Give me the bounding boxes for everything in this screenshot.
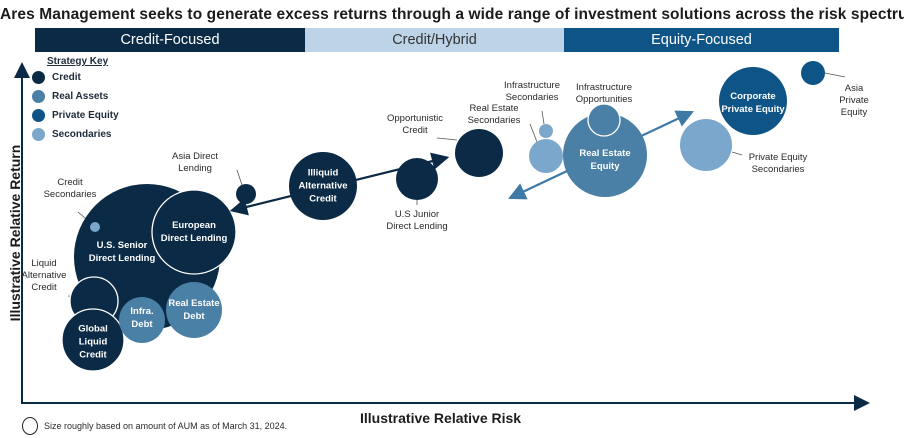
label-line: Credit xyxy=(402,125,428,136)
bubble-credit-secondaries xyxy=(90,222,100,232)
label-line: Real Estate xyxy=(579,148,631,159)
label-line: Infrastructure xyxy=(504,80,560,91)
label-line: Liquid xyxy=(78,336,108,348)
label-line: Direct Lending xyxy=(160,233,228,244)
label-line: U.S Junior xyxy=(394,209,440,220)
inlabel-us-senior-direct-lending: U.S. Senior Direct Lending xyxy=(89,239,156,265)
bubble-global-liquid-credit xyxy=(61,308,125,372)
band-credit-hybrid: Credit/Hybrid xyxy=(305,28,564,52)
credit-dot-icon xyxy=(32,71,45,84)
label-line: Secondaries xyxy=(467,115,521,126)
y-axis-label: Illustrative Relative Return xyxy=(7,144,23,322)
label-line: Secondaries xyxy=(43,189,97,200)
inlabel-real-estate-equity: Real Estate Equity xyxy=(579,147,630,173)
key-label: Secondaries xyxy=(52,129,112,140)
footnote-text: Size roughly based on amount of AUM as o… xyxy=(44,421,288,431)
label-line: U.S. Senior xyxy=(96,240,148,251)
label-line: Opportunistic xyxy=(387,113,443,124)
inlabel-european-direct-lending: European Direct Lending xyxy=(161,219,228,245)
real-assets-dot-icon xyxy=(32,90,45,103)
inlabel-illiquid-alternative-credit: Illiquid Alternative Credit xyxy=(298,167,347,206)
size-circle-icon xyxy=(22,417,38,435)
key-label: Private Equity xyxy=(52,110,119,121)
label-line: Lending xyxy=(178,163,212,174)
inlabel-corporate-private-equity: Corporate Private Equity xyxy=(721,90,784,116)
inlabel-real-estate-debt: Real Estate Debt xyxy=(168,297,219,323)
label-line: Asia xyxy=(844,83,864,94)
key-item-credit: Credit xyxy=(32,71,81,84)
bubble-infrastructure-opportunities xyxy=(587,103,621,137)
bubble-infra-debt xyxy=(119,297,165,343)
band-credit-focused: Credit-Focused xyxy=(35,28,305,52)
label-line: Liquid xyxy=(31,258,57,269)
label-line: Credit xyxy=(57,177,83,188)
key-item-real-assets: Real Assets xyxy=(32,90,108,103)
label-line: Asia Direct xyxy=(172,151,218,162)
label-line: European xyxy=(172,220,216,231)
label-asia-private-equity: Asia Private Equity xyxy=(832,83,876,119)
footnote: Size roughly based on amount of AUM as o… xyxy=(22,417,287,435)
label-private-equity-secondaries: Private Equity Secondaries xyxy=(738,152,818,176)
label-line: Real Estate xyxy=(469,103,519,114)
label-line: Alternative xyxy=(21,270,67,281)
key-label: Real Assets xyxy=(52,91,109,102)
label-line: Real Estate xyxy=(168,298,220,309)
bubble-real-estate-secondaries xyxy=(529,139,563,173)
x-axis-label: Illustrative Relative Risk xyxy=(360,410,522,426)
label-infrastructure-secondaries: Infrastructure Secondaries xyxy=(496,80,568,104)
bubble-real-estate-equity xyxy=(563,113,647,197)
bubble-asia-private-equity xyxy=(801,61,825,85)
secondaries-dot-icon xyxy=(32,128,45,141)
label-us-junior-direct-lending: U.S Junior Direct Lending xyxy=(372,209,462,233)
bubble-asia-direct-lending xyxy=(236,184,256,204)
label-line: Global xyxy=(78,323,108,335)
label-line: Debt xyxy=(131,319,153,330)
label-credit-secondaries: Credit Secondaries xyxy=(40,177,100,201)
key-item-private-equity: Private Equity xyxy=(32,109,119,122)
label-opportunistic-credit: Opportunistic Credit xyxy=(380,113,450,137)
bubble-corporate-private-equity xyxy=(719,67,787,135)
bubble-european-direct-lending xyxy=(151,189,237,275)
private-equity-dot-icon xyxy=(32,109,45,122)
inlabel-infra-debt: Infra. Debt xyxy=(130,305,153,331)
label-line: Credit xyxy=(79,349,107,361)
label-line: Infrastructure xyxy=(576,82,632,93)
bubble-private-equity-secondaries xyxy=(680,119,732,171)
label-line: Private xyxy=(839,95,869,106)
label-line: Credit xyxy=(31,282,57,293)
label-line: Private Equity xyxy=(748,152,808,163)
bubble-opportunistic-credit xyxy=(455,129,503,177)
key-item-secondaries: Secondaries xyxy=(32,128,111,141)
label-line: Secondaries xyxy=(751,164,805,175)
inlabel-global-liquid-credit: Global Liquid Credit xyxy=(78,323,108,362)
label-real-estate-secondaries: Real Estate Secondaries xyxy=(462,103,526,127)
label-line: Infra. xyxy=(130,306,154,317)
key-label: Credit xyxy=(52,72,81,83)
label-line: Equity xyxy=(840,107,868,118)
label-liquid-alternative-credit: Liquid Alternative Credit xyxy=(20,258,68,294)
label-line: Illiquid xyxy=(307,167,339,179)
label-line: Equity xyxy=(590,161,620,172)
label-infrastructure-opportunities: Infrastructure Opportunities xyxy=(568,82,640,106)
label-line: Direct Lending xyxy=(88,253,156,264)
label-line: Corporate xyxy=(730,91,776,102)
bubble-real-estate-debt xyxy=(166,282,222,338)
bubble-us-junior-direct-lending xyxy=(396,158,438,200)
label-asia-direct-lending: Asia Direct Lending xyxy=(160,151,230,175)
label-line: Opportunities xyxy=(575,94,633,105)
label-line: Alternative xyxy=(298,180,348,192)
label-line: Secondaries xyxy=(505,92,559,103)
label-line: Credit xyxy=(309,193,337,205)
bubble-infrastructure-secondaries xyxy=(539,124,553,138)
bubble-illiquid-alternative-credit xyxy=(289,152,357,220)
label-line: Private Equity xyxy=(721,104,785,115)
label-line: Direct Lending xyxy=(386,221,448,232)
band-equity-focused: Equity-Focused xyxy=(564,28,839,52)
label-line: Debt xyxy=(183,311,205,322)
strategy-key-title: Strategy Key xyxy=(47,56,109,67)
chart-title: Ares Management seeks to generate excess… xyxy=(0,6,904,23)
